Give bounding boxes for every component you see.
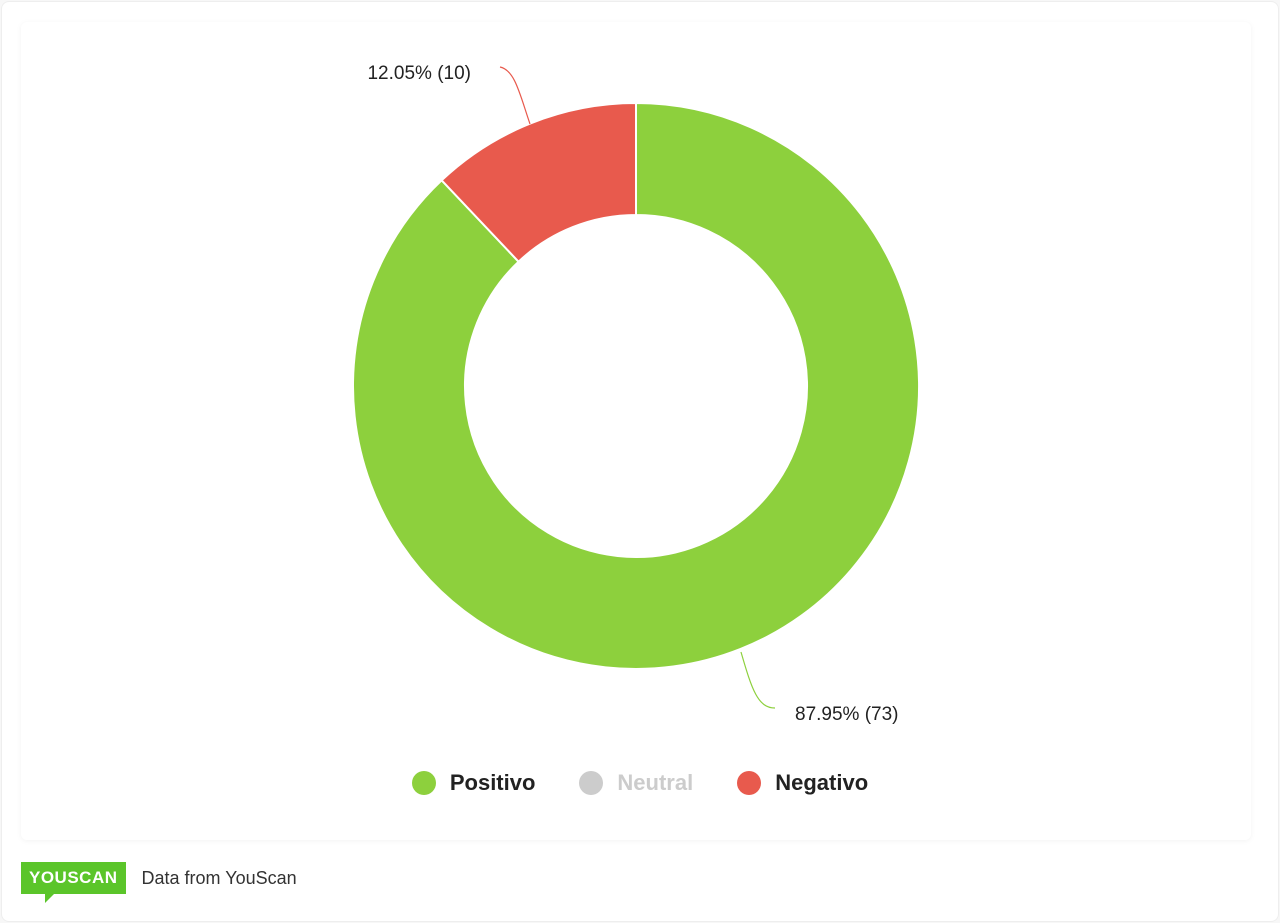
footer: YOUSCAN Data from YouScan [21, 862, 297, 903]
slice-negativo[interactable] [440, 101, 637, 264]
leader-line-positivo [740, 651, 776, 709]
chart-legend: Positivo Neutral Negativo [0, 770, 1280, 796]
data-label-positivo: 87.95% (73) [795, 704, 899, 725]
legend-dot-icon [411, 771, 436, 795]
footer-text: Data from YouScan [141, 867, 297, 888]
legend-label: Negativo [775, 770, 869, 795]
data-label-negativo: 12.05% (10) [367, 63, 471, 84]
legend-dot-icon [579, 771, 604, 795]
legend-label: Positivo [449, 770, 536, 795]
slice-positivo[interactable] [352, 101, 920, 670]
legend-item-positivo[interactable]: Positivo [411, 770, 536, 796]
youscan-logo: YOUSCAN [21, 862, 126, 903]
leader-line-negativo [499, 66, 531, 125]
legend-dot-icon [737, 771, 762, 795]
legend-item-neutral[interactable]: Neutral [579, 770, 693, 796]
legend-label: Neutral [617, 770, 694, 795]
legend-item-negativo[interactable]: Negativo [737, 770, 868, 796]
